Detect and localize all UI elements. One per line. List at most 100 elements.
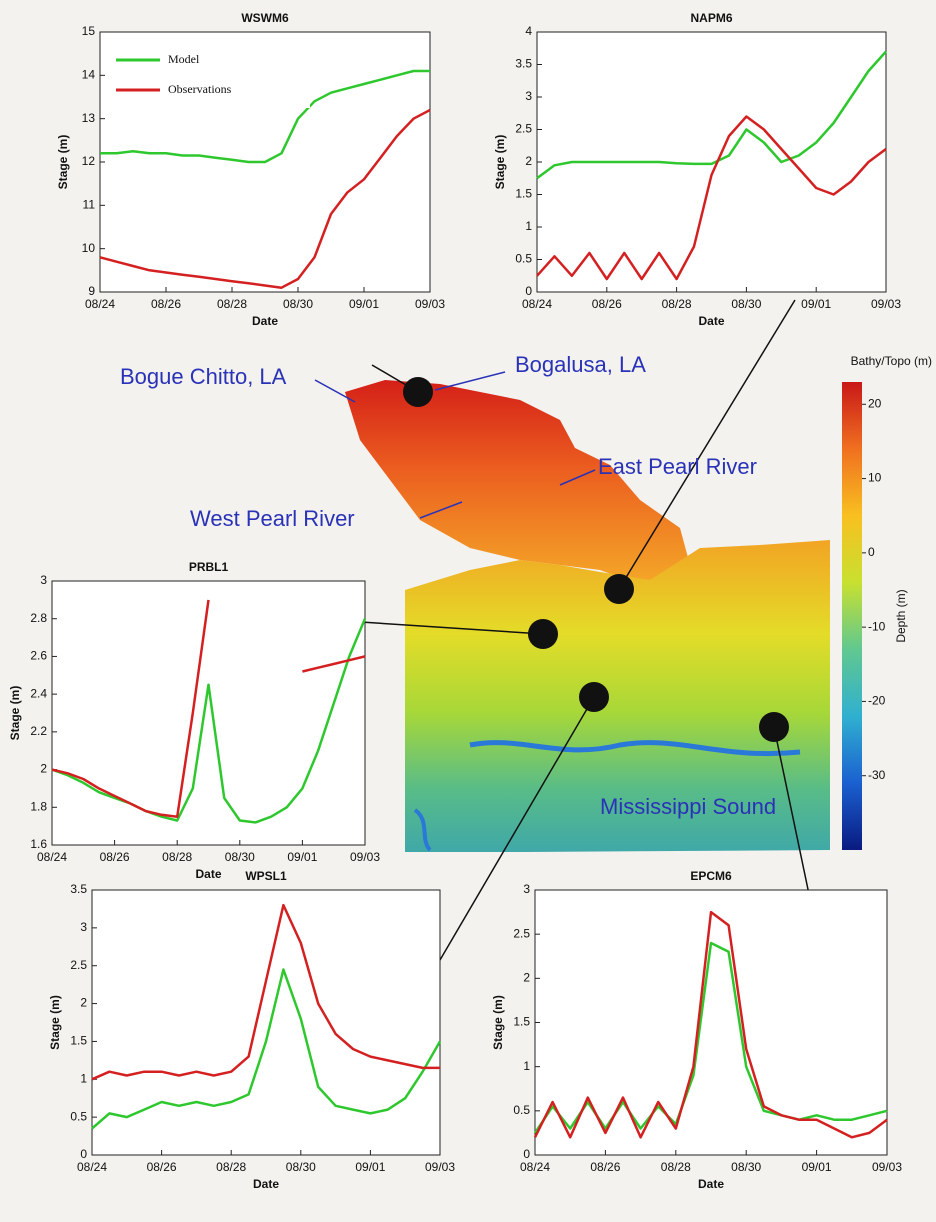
x-axis-label: Date xyxy=(252,314,278,328)
x-tick-label: 09/01 xyxy=(801,297,831,311)
x-tick-label: 09/03 xyxy=(425,1160,455,1174)
figure: Bogue Chitto, LA Bogalusa, LA East Pearl… xyxy=(0,0,936,1222)
x-tick-label: 09/01 xyxy=(355,1160,385,1174)
station xyxy=(759,712,789,742)
y-tick-label: 0 xyxy=(523,1147,530,1161)
y-tick-label: 0.5 xyxy=(515,252,532,266)
y-tick-label: 0 xyxy=(80,1147,87,1161)
x-tick-label: 08/28 xyxy=(216,1160,246,1174)
y-tick-label: 1 xyxy=(523,1059,530,1073)
line-chart: WSWM6DateStage (m)910111213141508/2408/2… xyxy=(56,11,445,328)
chart-title: EPCM6 xyxy=(690,869,732,883)
plot-area xyxy=(535,890,887,1155)
x-axis-label: Date xyxy=(195,867,221,881)
y-tick-label: 2 xyxy=(80,996,87,1010)
y-tick-label: 2.5 xyxy=(70,958,87,972)
colorbar-tick-label: -30 xyxy=(868,768,886,782)
plot-area xyxy=(52,581,365,845)
x-tick-label: 09/03 xyxy=(871,297,901,311)
y-tick-label: 3 xyxy=(40,573,47,587)
x-tick-label: 08/24 xyxy=(37,850,67,864)
x-tick-label: 08/26 xyxy=(151,297,181,311)
colorbar-tick-label: -20 xyxy=(868,694,886,708)
y-axis-label: Stage (m) xyxy=(493,135,507,190)
station xyxy=(579,682,609,712)
x-tick-label: 09/01 xyxy=(349,297,379,311)
y-tick-label: 2 xyxy=(40,762,47,776)
y-tick-label: 2.5 xyxy=(513,926,530,940)
y-tick-label: 2.4 xyxy=(30,686,47,700)
x-tick-label: 09/03 xyxy=(872,1160,902,1174)
place-label: Mississippi Sound xyxy=(600,794,776,819)
y-tick-label: 13 xyxy=(82,111,96,125)
x-tick-label: 08/26 xyxy=(592,297,622,311)
x-tick-label: 08/26 xyxy=(590,1160,620,1174)
y-tick-label: 2.2 xyxy=(30,724,47,738)
y-tick-label: 3.5 xyxy=(515,57,532,71)
y-tick-label: 4 xyxy=(525,24,532,38)
colorbar: Bathy/Topo (m) Depth (m) -30 -20 -10 0 10 20 xyxy=(842,354,932,850)
colorbar-label: Depth (m) xyxy=(894,589,908,642)
y-tick-label: 1 xyxy=(525,219,532,233)
x-tick-label: 08/26 xyxy=(100,850,130,864)
x-tick-label: 08/24 xyxy=(522,297,552,311)
x-tick-label: 09/01 xyxy=(287,850,317,864)
y-tick-label: 2.6 xyxy=(30,649,47,663)
x-tick-label: 08/30 xyxy=(283,297,313,311)
legend-label: Model xyxy=(168,52,200,66)
place-label: Bogalusa, LA xyxy=(515,352,646,377)
y-axis-label: Stage (m) xyxy=(56,135,70,190)
y-tick-label: 2 xyxy=(525,154,532,168)
x-axis-label: Date xyxy=(253,1177,279,1191)
place-label: East Pearl River xyxy=(598,454,757,479)
y-tick-label: 1.6 xyxy=(30,837,47,851)
colorbar-tick-label: -10 xyxy=(868,619,886,633)
y-tick-label: 3.5 xyxy=(70,882,87,896)
arrow xyxy=(435,372,505,390)
colorbar-tick-label: 20 xyxy=(868,396,882,410)
y-tick-label: 9 xyxy=(88,284,95,298)
legend-box xyxy=(110,44,310,108)
line-chart: EPCM6DateStage (m)00.511.522.5308/2408/2… xyxy=(491,869,902,1191)
line-chart: WPSL1DateStage (m)00.511.522.533.508/240… xyxy=(48,869,455,1191)
y-tick-label: 10 xyxy=(82,241,96,255)
x-axis-label: Date xyxy=(698,1177,724,1191)
y-tick-label: 2 xyxy=(523,971,530,985)
y-tick-label: 0.5 xyxy=(513,1103,530,1117)
y-tick-label: 1.5 xyxy=(70,1034,87,1048)
y-tick-label: 3 xyxy=(80,920,87,934)
colorbar-tick-label: 10 xyxy=(868,471,882,485)
x-tick-label: 08/24 xyxy=(77,1160,107,1174)
y-tick-label: 1 xyxy=(80,1071,87,1085)
x-tick-label: 08/30 xyxy=(731,1160,761,1174)
x-tick-label: 08/28 xyxy=(162,850,192,864)
y-axis-label: Stage (m) xyxy=(8,686,22,741)
y-tick-label: 3 xyxy=(523,882,530,896)
y-tick-label: 11 xyxy=(83,198,96,212)
station xyxy=(604,574,634,604)
x-tick-label: 08/26 xyxy=(147,1160,177,1174)
x-tick-label: 09/03 xyxy=(350,850,380,864)
y-tick-label: 12 xyxy=(82,154,96,168)
colorbar-title: Bathy/Topo (m) xyxy=(851,354,932,368)
legend-label: Observations xyxy=(168,82,232,96)
place-label: Bogue Chitto, LA xyxy=(120,364,287,389)
station xyxy=(403,377,433,407)
x-tick-label: 08/28 xyxy=(662,297,692,311)
x-axis-label: Date xyxy=(698,314,724,328)
y-axis-label: Stage (m) xyxy=(48,995,62,1050)
colorbar-tick-label: 0 xyxy=(868,545,875,559)
x-tick-label: 08/30 xyxy=(225,850,255,864)
x-tick-label: 08/24 xyxy=(85,297,115,311)
chart-title: WSWM6 xyxy=(241,11,289,25)
y-tick-label: 1.5 xyxy=(513,1015,530,1029)
y-tick-label: 0 xyxy=(525,284,532,298)
y-tick-label: 2.5 xyxy=(515,122,532,136)
chart-title: NAPM6 xyxy=(690,11,732,25)
x-tick-label: 08/30 xyxy=(286,1160,316,1174)
x-tick-label: 08/28 xyxy=(661,1160,691,1174)
map-land xyxy=(345,380,690,585)
y-tick-label: 1.8 xyxy=(30,799,47,813)
